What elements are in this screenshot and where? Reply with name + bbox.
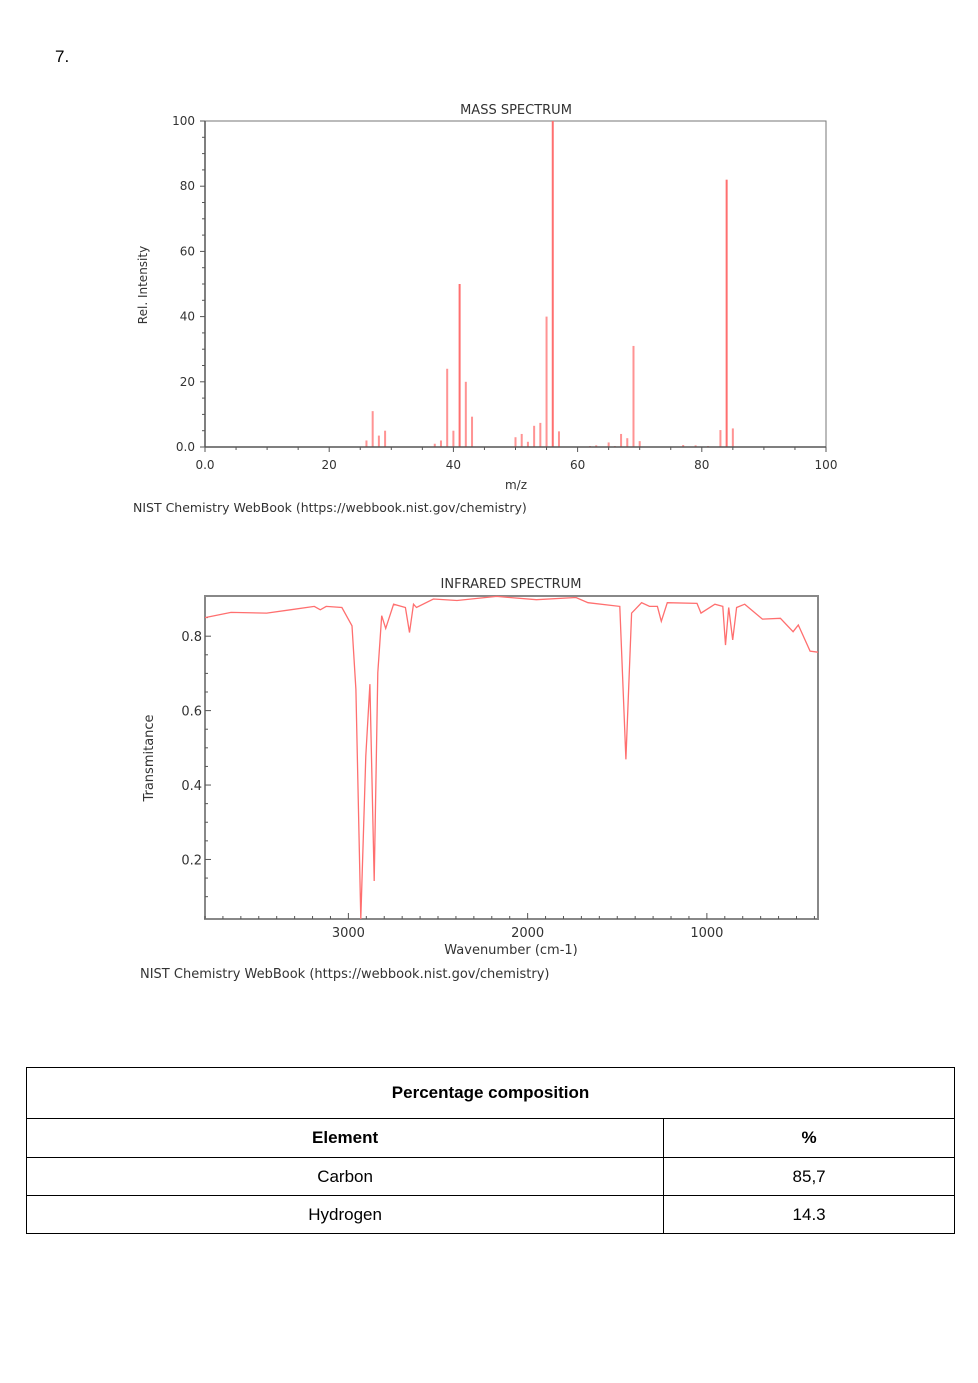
mass-x-label: m/z [505, 478, 527, 492]
mass-peak-bar [725, 179, 728, 447]
mass-peak-bar [595, 445, 598, 447]
mass-peak-bar [365, 440, 368, 447]
mass-peak-bar [545, 316, 548, 447]
mass-y-label: Rel. Intensity [136, 246, 150, 324]
mass-peak-bar [638, 441, 641, 447]
mass-peak-bar [446, 368, 449, 447]
ir-credit: NIST Chemistry WebBook (https://webbook.… [140, 967, 550, 982]
ir-y-label: Transmitance [142, 714, 157, 802]
mass-spectrum-title: MASS SPECTRUM [460, 103, 572, 118]
mass-peak-bar [439, 440, 442, 447]
mass-x-tick-label: 60 [570, 458, 585, 472]
mass-peak-bar [694, 445, 697, 447]
mass-peak-bar [452, 430, 455, 447]
mass-peak-bar [632, 345, 635, 447]
mass-y-tick-label: 0.0 [176, 440, 195, 454]
mass-peak-bar [533, 425, 536, 447]
mass-peak-bar [682, 445, 685, 447]
mass-peak-bar [514, 437, 517, 447]
ir-y-tick-label: 0.4 [181, 779, 202, 794]
mass-peak-bar [458, 284, 461, 447]
header-percent: % [663, 1118, 955, 1158]
mass-plot-frame [204, 120, 827, 448]
ir-x-tick-label: 2000 [511, 926, 544, 941]
mass-x-tick-label: 0.0 [195, 458, 214, 472]
mass-peak-bar [384, 430, 387, 447]
table-caption: Percentage composition [26, 1067, 955, 1119]
mass-y-tick-label: 100 [172, 114, 195, 128]
mass-y-tick-label: 20 [180, 375, 195, 389]
mass-peak-bar [464, 381, 467, 447]
ir-y-tick-label: 0.8 [181, 630, 202, 645]
mass-y-tick-label: 40 [180, 310, 195, 324]
mass-peak-bar [551, 121, 554, 447]
ir-plot-frame [204, 595, 819, 920]
ir-x-label: Wavenumber (cm-1) [444, 943, 577, 958]
cell-percent: 85,7 [663, 1157, 955, 1196]
cell-element: Hydrogen [25, 1195, 665, 1234]
cell-percent: 14.3 [663, 1195, 955, 1234]
ir-y-tick-label: 0.6 [181, 705, 202, 720]
composition-table: Percentage composition Element % Carbon … [25, 1067, 955, 1234]
mass-x-tick-label: 80 [694, 458, 709, 472]
mass-x-tick-label: 40 [446, 458, 461, 472]
mass-spectrum-chart: MASS SPECTRUM 0.0 20 40 60 80 100 0.0 20 40 60 80 1… [133, 103, 837, 515]
spectra-figure: MASS SPECTRUM 0.0 20 40 60 80 100 0.0 20 40 60 80 1… [133, 103, 837, 982]
ir-spectrum-chart: INFRARED SPECTRUM 3000 2000 1000 0.2 0.4 0.6 0… [140, 577, 819, 982]
mass-credit: NIST Chemistry WebBook (https://webbook.… [133, 500, 527, 515]
mass-peak-bar [620, 433, 623, 447]
mass-peak-bar [471, 416, 474, 447]
mass-peak-bar [526, 441, 529, 447]
mass-peak-bar [719, 430, 722, 447]
mass-y-tick-label: 60 [180, 244, 195, 258]
mass-peak-bar [626, 438, 629, 447]
question-number: 7. [55, 47, 70, 66]
cell-element: Carbon [25, 1157, 665, 1196]
mass-x-tick-label: 20 [322, 458, 337, 472]
mass-peak-bar [557, 431, 560, 447]
header-element: Element [25, 1118, 665, 1158]
table-row: Hydrogen 14.3 [25, 1195, 955, 1234]
mass-y-tick-label: 80 [180, 179, 195, 193]
table-row: Carbon 85,7 [25, 1157, 955, 1196]
mass-peak-bar [433, 443, 436, 447]
mass-peak-bar [731, 428, 734, 447]
mass-peak-bar [377, 435, 380, 447]
mass-peak-bar [607, 442, 610, 447]
mass-peak-bar [371, 411, 374, 447]
mass-x-tick-label: 100 [815, 458, 838, 472]
ir-x-tick-label: 3000 [332, 926, 365, 941]
ir-spectrum-title: INFRARED SPECTRUM [441, 577, 582, 592]
mass-peak-bar [520, 433, 523, 447]
ir-transmittance-line [204, 595, 819, 920]
mass-peak-bar [539, 422, 542, 447]
ir-x-tick-label: 1000 [690, 926, 723, 941]
ir-y-tick-label: 0.2 [181, 853, 202, 868]
